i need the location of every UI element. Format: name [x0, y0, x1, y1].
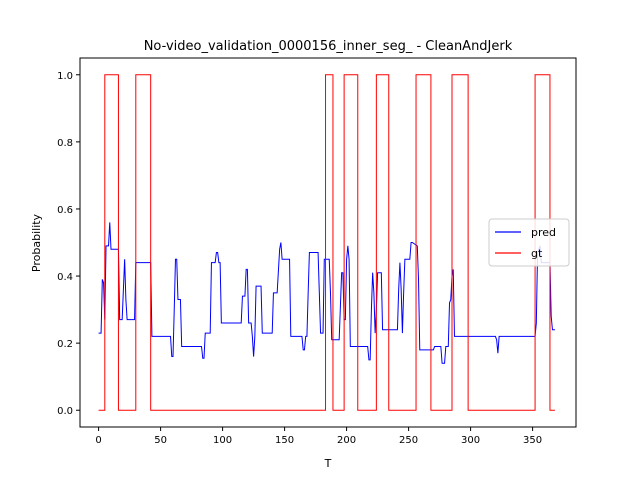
x-tick-label: 50	[154, 435, 167, 446]
y-axis-label: Probability	[30, 213, 43, 272]
chart-title: No-video_validation_0000156_inner_seg_ -…	[144, 39, 513, 54]
axes-frame	[79, 57, 577, 428]
x-tick-label: 200	[337, 435, 356, 446]
series-line-gt	[98, 74, 555, 411]
series-line-pred	[98, 222, 555, 364]
x-tick-label: 350	[523, 435, 542, 446]
legend: pred gt	[488, 218, 570, 267]
y-tick-label: 0.4	[57, 272, 73, 283]
x-tick-label: 250	[399, 435, 418, 446]
y-tick-label: 0.6	[57, 205, 73, 216]
x-tick-label: 0	[95, 435, 101, 446]
legend-label-gt: gt	[531, 247, 543, 260]
x-tick-label: 150	[275, 435, 294, 446]
y-tick-label: 0.8	[57, 138, 73, 149]
legend-box	[488, 218, 570, 267]
x-axis-label: T	[324, 457, 332, 470]
y-tick-label: 0.2	[57, 339, 73, 350]
x-tick-label: 100	[213, 435, 232, 446]
y-tick-label: 0.0	[57, 406, 73, 417]
y-tick-label: 1.0	[57, 71, 73, 82]
x-tick-label: 300	[461, 435, 480, 446]
legend-label-pred: pred	[531, 226, 556, 239]
plot-area: 0 50 100 150 200 250 300 350 0.0 0.2 0.4 0.6 0.8 1.0	[57, 57, 577, 446]
